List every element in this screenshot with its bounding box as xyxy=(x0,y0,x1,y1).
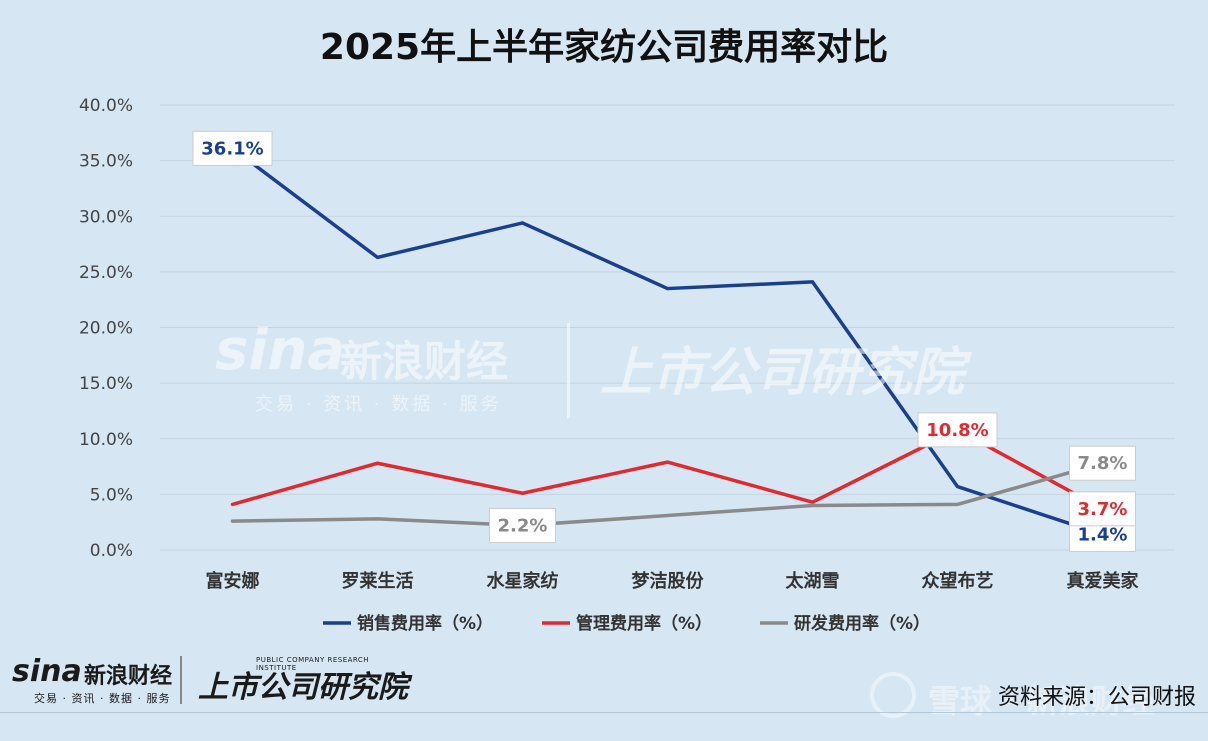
y-tick-label: 35.0% xyxy=(79,152,133,172)
data-label: 3.7% xyxy=(1069,491,1136,527)
series-line xyxy=(230,146,1105,537)
x-category-label: 罗莱生活 xyxy=(342,570,414,592)
legend-label: 研发费用率（%） xyxy=(794,613,930,634)
data-label-box xyxy=(1069,445,1136,481)
legend-label: 销售费用率（%） xyxy=(357,613,493,634)
footer-logo[interactable]: sina 新浪财经 交易 · 资讯 · 数据 · 服务 PUBLIC COMPA… xyxy=(12,652,412,708)
y-tick-label: 10.0% xyxy=(79,430,133,450)
data-label-text: 10.8% xyxy=(926,420,988,441)
logo-brand: 新浪财经 xyxy=(84,664,173,689)
logo-divider xyxy=(180,656,182,704)
data-label: 36.1% xyxy=(192,130,273,166)
data-point xyxy=(811,500,814,504)
data-point xyxy=(376,517,379,521)
data-point xyxy=(811,504,814,507)
legend-label: 管理费用率（%） xyxy=(576,613,712,634)
data-label-box xyxy=(917,412,998,448)
data-label-text: 7.8% xyxy=(1078,453,1128,474)
data-label: 2.2% xyxy=(489,508,556,544)
chart-title: 2025年上半年家纺公司费用率对比 xyxy=(319,27,889,68)
source-note: 资料来源：公司财报 xyxy=(997,685,1196,710)
legend: 销售费用率（%） 管理费用率（%） 研发费用率（%） xyxy=(323,613,930,634)
y-tick-label: 40.0% xyxy=(79,96,133,116)
x-category-label: 众望布艺 xyxy=(922,570,994,592)
data-label: 10.8% xyxy=(917,412,998,448)
data-point xyxy=(376,255,379,259)
data-point xyxy=(231,502,234,506)
x-category-label: 太湖雪 xyxy=(786,570,840,592)
series-lines xyxy=(230,146,1105,537)
y-tick-label: 15.0% xyxy=(79,374,133,394)
y-tick-label: 5.0% xyxy=(90,485,133,505)
data-label-text: 3.7% xyxy=(1078,499,1128,520)
x-category-label: 富安娜 xyxy=(206,570,260,592)
data-label-text: 36.1% xyxy=(201,138,263,159)
y-tick-label: 20.0% xyxy=(79,319,133,339)
data-label-text: 2.2% xyxy=(498,516,548,537)
legend-item[interactable]: 管理费用率（%） xyxy=(542,613,712,634)
gridlines xyxy=(160,104,1175,551)
x-axis-categories: 富安娜 罗莱生活 水星家纺 梦洁股份 太湖雪 众望布艺 真爱美家 xyxy=(206,570,1140,592)
data-label: 7.8% xyxy=(1069,445,1136,481)
data-labels: 36.1% 1.4% 10.8% 3.7% 2.2% 7.8% xyxy=(192,130,1136,552)
logo-institute: 上市公司研究院 xyxy=(198,670,408,705)
y-tick-label: 30.0% xyxy=(79,207,133,227)
data-point xyxy=(231,519,234,523)
data-label-box xyxy=(489,508,556,544)
y-tick-label: 25.0% xyxy=(79,263,133,283)
data-point xyxy=(666,287,669,291)
x-category-label: 梦洁股份 xyxy=(632,570,705,592)
x-category-label: 水星家纺 xyxy=(487,570,559,592)
logo-subtitle: 交易 · 资讯 · 数据 · 服务 xyxy=(34,692,171,705)
sina-logo: sina xyxy=(12,654,82,689)
legend-item[interactable]: 研发费用率（%） xyxy=(760,613,930,634)
data-point xyxy=(521,221,524,225)
data-label-box xyxy=(192,130,273,166)
data-point xyxy=(956,485,959,489)
data-point xyxy=(811,280,814,284)
legend-item[interactable]: 销售费用率（%） xyxy=(323,613,493,634)
data-point xyxy=(376,461,379,465)
y-axis-ticks: 0.0% 5.0% 10.0% 15.0% 20.0% 25.0% 30.0% 35.0% 40… xyxy=(79,96,133,561)
data-point xyxy=(666,460,669,464)
data-label-text: 1.4% xyxy=(1078,524,1128,545)
data-point xyxy=(956,502,959,506)
data-point xyxy=(521,491,524,495)
footer-divider xyxy=(0,712,1208,741)
data-label-box xyxy=(1069,491,1136,527)
x-category-label: 真爱美家 xyxy=(1067,570,1140,592)
data-point xyxy=(666,514,669,518)
logo-institute-en: PUBLIC COMPANY RESEARCH INSTITUTE xyxy=(256,656,370,672)
y-tick-label: 0.0% xyxy=(90,541,133,561)
